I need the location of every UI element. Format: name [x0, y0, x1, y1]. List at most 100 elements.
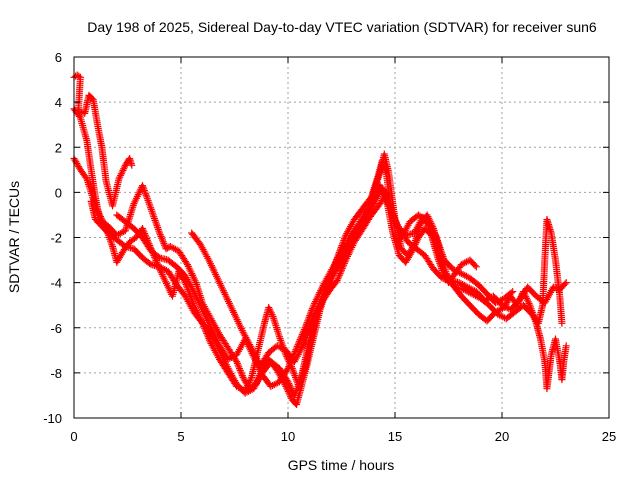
data-point	[118, 168, 126, 176]
data-point	[412, 239, 420, 247]
data-point	[285, 363, 293, 371]
data-point	[341, 258, 349, 266]
data-point	[154, 253, 162, 261]
data-point	[334, 275, 342, 283]
data-point	[75, 72, 83, 80]
data-point	[138, 182, 146, 190]
data-point	[120, 241, 128, 249]
data-point	[140, 228, 148, 236]
data-point	[507, 289, 515, 297]
data-point	[300, 327, 308, 335]
data-point	[337, 268, 345, 276]
data-point	[284, 378, 292, 386]
data-point	[286, 383, 294, 391]
data-point	[287, 385, 295, 393]
x-tick-label: 0	[70, 429, 77, 444]
data-point	[338, 266, 345, 274]
y-tick-labels: -10 -8 -6 -4 -2 0 2 4 6	[43, 50, 62, 426]
y-tick-label: -8	[50, 366, 62, 381]
data-point	[138, 224, 146, 232]
ticks-layer	[73, 56, 610, 419]
data-point	[285, 361, 293, 369]
data-point	[140, 185, 148, 193]
data-point	[96, 211, 104, 219]
data-point	[203, 331, 211, 339]
series-track-f	[188, 188, 517, 370]
data-point	[284, 364, 292, 372]
data-point	[340, 259, 348, 267]
data-point	[128, 161, 136, 169]
data-point	[247, 375, 255, 383]
data-point	[509, 288, 517, 296]
grid-layer	[74, 57, 609, 418]
data-point	[424, 213, 432, 221]
data-point	[146, 259, 154, 267]
data-point	[204, 333, 212, 341]
chart-title: Day 198 of 2025, Sidereal Day-to-day VTE…	[87, 19, 597, 35]
data-point	[298, 332, 306, 340]
data-point	[119, 166, 127, 174]
data-point	[413, 237, 421, 245]
y-tick-label: 4	[55, 95, 62, 110]
data-point	[335, 271, 343, 279]
data-point	[115, 175, 123, 183]
data-point	[562, 279, 570, 287]
data-point	[524, 298, 532, 306]
data-point	[206, 336, 214, 344]
data-point	[525, 299, 533, 307]
y-tick-label: 2	[55, 140, 62, 155]
data-point	[244, 380, 252, 388]
data-point	[117, 170, 125, 178]
data-point	[294, 341, 302, 349]
x-tick-label: 20	[495, 429, 509, 444]
data-point	[296, 336, 304, 344]
data-point	[472, 263, 480, 271]
data-point	[205, 334, 213, 342]
data-point	[562, 342, 570, 350]
data-point	[88, 95, 96, 103]
data-point	[116, 173, 124, 181]
data-point	[142, 191, 150, 199]
data-point	[285, 380, 293, 388]
data-point	[121, 163, 129, 171]
data-point	[82, 173, 90, 181]
data-point	[246, 377, 254, 385]
data-point	[139, 226, 147, 234]
y-tick-label: -6	[50, 321, 62, 336]
data-point	[523, 296, 531, 304]
x-tick-label: 25	[602, 429, 616, 444]
data-point	[244, 382, 252, 390]
data-point	[333, 276, 341, 284]
data-point	[299, 329, 307, 337]
series-track-a	[70, 71, 136, 210]
data-point	[407, 249, 415, 257]
data-point	[139, 183, 147, 191]
data-point	[300, 325, 308, 333]
data-point	[523, 294, 531, 302]
data-point	[295, 339, 303, 347]
data-point	[295, 337, 303, 345]
data-point	[140, 186, 148, 194]
data-point	[286, 381, 294, 389]
data-point	[298, 331, 306, 339]
y-tick-label: -2	[50, 231, 62, 246]
y-axis-label: SDTVAR / TECUs	[6, 181, 22, 293]
data-point	[338, 265, 346, 273]
y-tick-label: 0	[55, 185, 62, 200]
data-point	[558, 319, 566, 327]
data-point	[297, 334, 305, 342]
data-point	[283, 366, 291, 374]
y-tick-label: 6	[55, 50, 62, 65]
y-tick-label: -4	[50, 276, 62, 291]
series-track-e	[113, 184, 570, 390]
data-point	[335, 273, 343, 281]
data-point	[75, 112, 83, 120]
data-point	[471, 261, 479, 269]
data-point	[431, 230, 439, 238]
data-point	[336, 270, 344, 278]
data-point	[96, 213, 104, 221]
x-tick-label: 10	[281, 429, 295, 444]
data-point	[117, 171, 125, 179]
data-point	[142, 190, 150, 198]
